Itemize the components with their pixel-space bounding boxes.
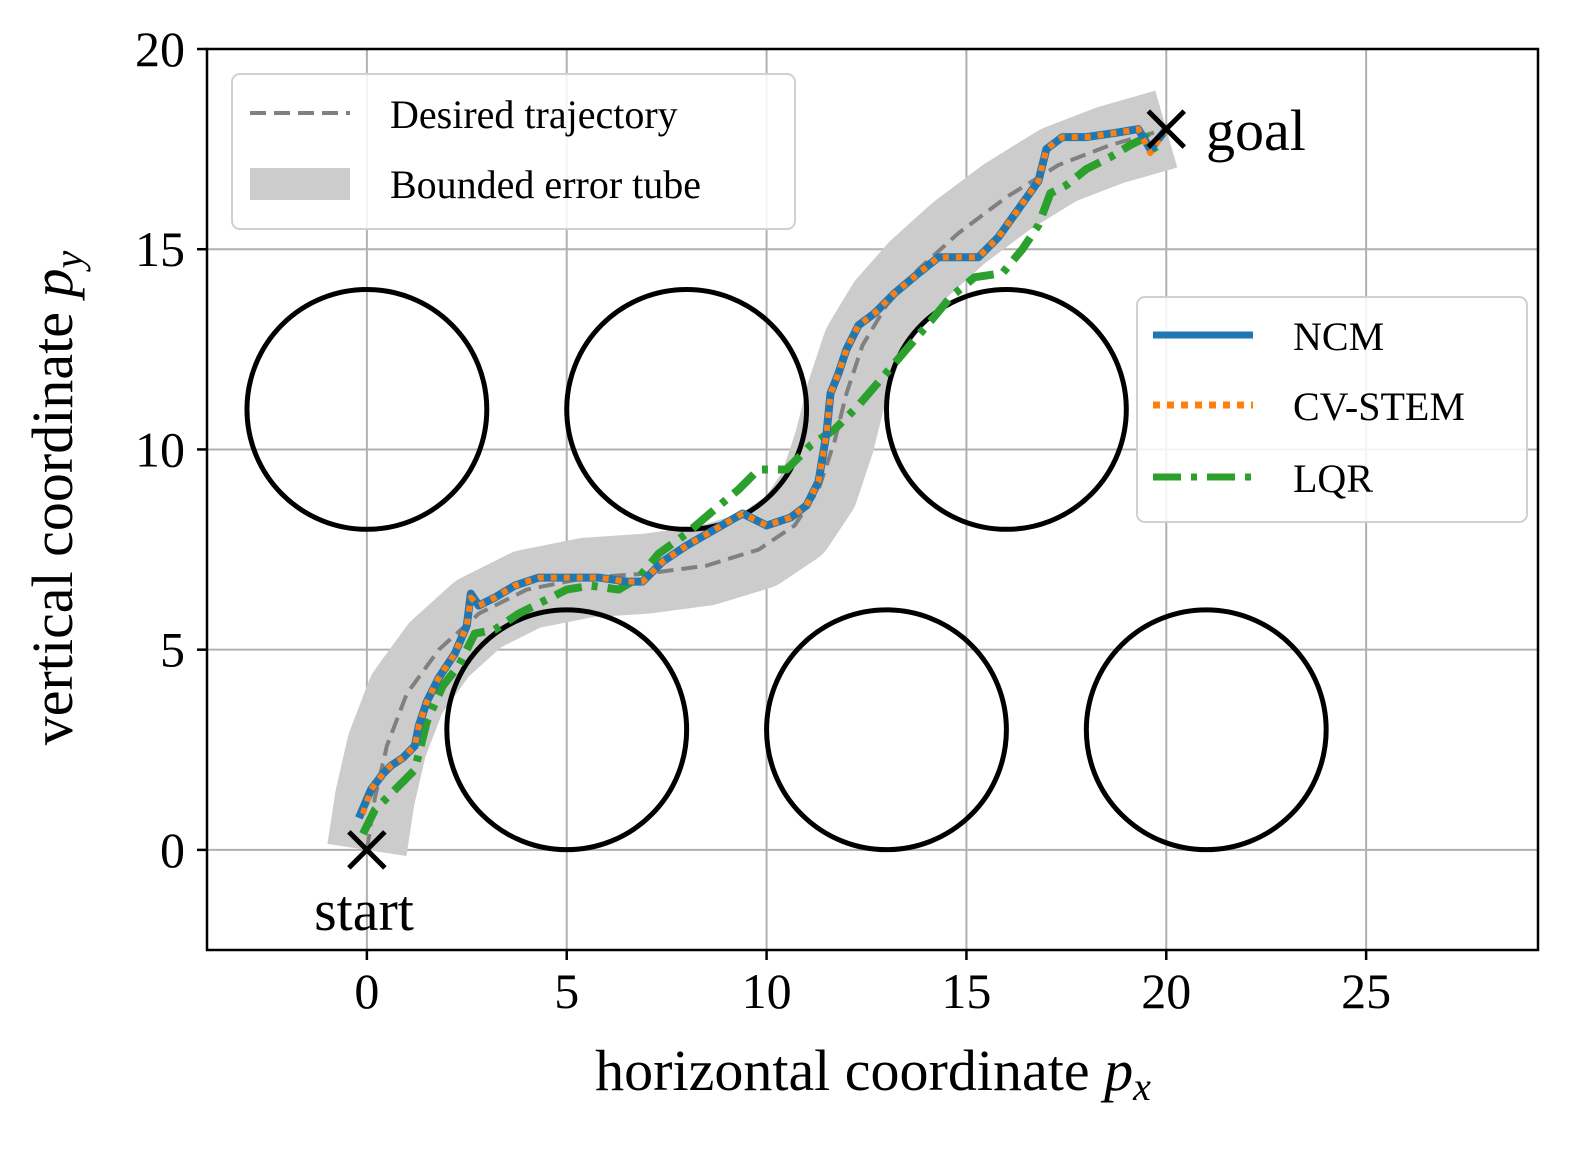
obstacle-circle-1 [564,286,810,532]
y-ticks: 0 5 10 15 20 [135,21,207,878]
obstacle-circle-2 [883,286,1129,532]
y-tick-label-20: 20 [135,21,185,77]
x-tick-label-15: 15 [941,963,991,1019]
legend-ncm-label: NCM [1293,314,1384,359]
x-axis-label-symbol: p [1100,1038,1133,1103]
obstacle-circle-3 [444,607,690,853]
trajectories [355,125,1170,851]
y-axis-label-subscript: y [46,251,91,273]
series-line-lqr [359,133,1162,836]
series-line-cv-stem [360,126,1169,815]
x-tick-label-0: 0 [354,963,379,1019]
markers [347,109,1187,870]
legend-tube-label: Bounded error tube [390,162,701,207]
x-tick-label-25: 25 [1341,963,1391,1019]
legend-top: Desired trajectory Bounded error tube [231,73,796,230]
x-tick-label-10: 10 [742,963,792,1019]
y-tick-label-10: 10 [135,421,185,477]
start-label: start [314,878,414,943]
start-marker [347,830,387,870]
obstacle-circle-5 [1083,607,1329,853]
goal-label: goal [1206,98,1306,163]
legend-tube-swatch [250,168,350,200]
series-line-desired-trajectory [364,127,1167,851]
x-ticks: 0 5 10 15 20 25 [354,950,1391,1019]
legend-top-box [231,73,796,230]
x-axis-label: horizontal coordinate px [595,1038,1151,1109]
y-tick-label-0: 0 [160,822,185,878]
x-tick-label-20: 20 [1141,963,1191,1019]
legend-desired-label: Desired trajectory [390,92,678,137]
legend-lqr-label: LQR [1293,456,1373,501]
x-axis-label-text: horizontal coordinate [595,1038,1089,1103]
obstacles [244,286,1329,853]
goal-marker [1146,109,1187,149]
series-line-ncm [355,125,1170,820]
legend-cvstem-label: CV-STEM [1293,384,1465,429]
y-tick-label-15: 15 [135,221,185,277]
legend-right-box [1136,296,1528,523]
y-axis-label: vertical coordinate py [20,251,91,746]
obstacle-circle-4 [764,607,1009,853]
plot-frame [205,47,1540,952]
y-axis-label-symbol: p [20,269,85,302]
y-axis-label-text: vertical coordinate [20,312,85,745]
x-axis-label-subscript: x [1132,1064,1151,1109]
x-tick-label-5: 5 [554,963,579,1019]
obstacle-circle-0 [244,286,490,532]
legend-right: NCM CV-STEM LQR [1136,296,1528,523]
y-tick-label-5: 5 [160,622,185,678]
